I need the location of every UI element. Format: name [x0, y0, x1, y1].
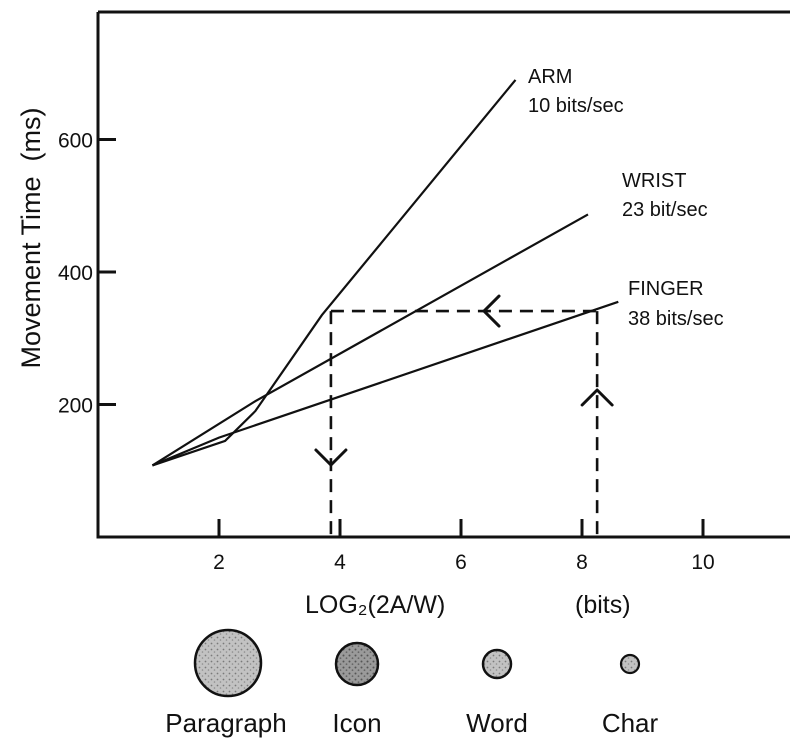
legend-circle-icon	[334, 641, 380, 687]
arrow-up-icon	[580, 388, 614, 407]
x-tick-label: 4	[334, 551, 346, 574]
y-ticks: 200 400 600	[58, 130, 116, 418]
series-labels: ARM 10 bits/sec WRIST 23 bit/sec FINGER …	[528, 66, 724, 330]
legend-circle-char	[619, 653, 641, 675]
x-ticks: 2 4 6 8 10	[213, 519, 715, 574]
series-label-wrist: WRIST	[622, 170, 686, 192]
axes	[96, 10, 790, 539]
series-line-arm	[152, 79, 517, 467]
x-axis-unit: (bits)	[575, 591, 631, 619]
x-axis-title: LOG₂(2A/W) (bits)	[305, 591, 631, 619]
arrow-left-icon	[482, 294, 501, 328]
legend-label-char: Char	[602, 708, 659, 738]
x-tick-label: 10	[691, 551, 714, 574]
dashed-guides	[314, 294, 614, 537]
arrow-down-icon	[314, 448, 348, 467]
y-tick-label: 600	[58, 130, 93, 153]
y-tick-label: 400	[58, 262, 93, 285]
plot-frame	[96, 10, 790, 539]
x-tick-label: 6	[455, 551, 467, 574]
x-axis-label: LOG₂(2A/W)	[305, 591, 445, 619]
series-label-finger: FINGER	[628, 278, 704, 300]
series-line-wrist	[151, 213, 589, 467]
series-lines	[151, 79, 619, 467]
series-rate-wrist: 23 bit/sec	[622, 199, 708, 221]
granularity-legend: Paragraph Icon Word Char	[165, 628, 659, 738]
x-tick-label: 8	[576, 551, 588, 574]
legend-label-paragraph: Paragraph	[165, 708, 286, 738]
legend-circle-paragraph	[193, 628, 263, 698]
legend-label-word: Word	[466, 708, 528, 738]
y-tick-label: 200	[58, 395, 93, 418]
series-label-arm: ARM	[528, 66, 572, 88]
x-tick-label: 2	[213, 551, 225, 574]
legend-circle-word	[481, 648, 513, 680]
series-rate-finger: 38 bits/sec	[628, 308, 724, 330]
y-axis-label: Movement Time (ms)	[16, 107, 46, 368]
series-rate-arm: 10 bits/sec	[528, 95, 624, 117]
series-line-finger	[151, 300, 619, 467]
legend-label-icon: Icon	[332, 708, 381, 738]
